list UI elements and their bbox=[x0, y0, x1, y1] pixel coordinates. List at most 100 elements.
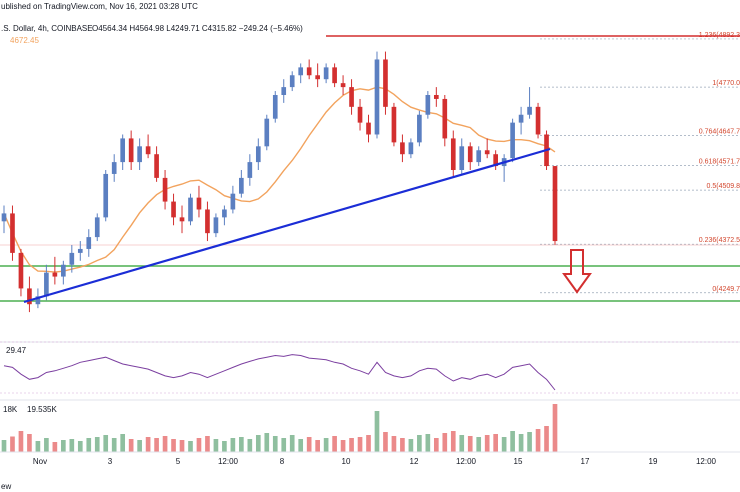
volume-label-b: 19.535K bbox=[27, 405, 57, 414]
x-tick-label: 19 bbox=[649, 457, 658, 466]
volume-bar bbox=[357, 437, 363, 452]
x-tick-label: Nov bbox=[33, 457, 47, 466]
x-axis-ticks: Nov 3 5 12:00 8 10 12 12:00 15 17 19 12:00 bbox=[33, 457, 717, 466]
candle-body bbox=[247, 162, 253, 178]
volume-bar bbox=[120, 434, 126, 452]
candle-body bbox=[222, 209, 227, 218]
symbol-label: .S. Dollar, 4h, COINBASE bbox=[1, 24, 93, 33]
candle-body bbox=[264, 118, 270, 147]
volume-bar bbox=[501, 437, 507, 452]
support-resistance-lines[interactable] bbox=[0, 35, 740, 302]
trend-line[interactable] bbox=[23, 147, 551, 304]
candle-body bbox=[323, 67, 329, 80]
rsi-value: 29.47 bbox=[6, 346, 27, 355]
volume-bar bbox=[552, 404, 558, 452]
candle-body bbox=[52, 272, 58, 277]
candle-body bbox=[103, 173, 109, 218]
candle-body bbox=[340, 83, 346, 88]
volume-bar bbox=[27, 434, 32, 452]
candle-body bbox=[484, 150, 490, 155]
volume-bar bbox=[145, 437, 151, 452]
volume-bar bbox=[332, 436, 337, 452]
fib-level-label: 1(4770.0 bbox=[712, 80, 740, 87]
candle-body bbox=[450, 138, 456, 170]
volume-bar bbox=[52, 442, 58, 452]
x-tick-label: 12:00 bbox=[218, 457, 239, 466]
volume-bar bbox=[298, 439, 304, 452]
candle-body bbox=[383, 59, 388, 107]
candle-body bbox=[315, 75, 320, 80]
candle-body bbox=[408, 142, 414, 155]
candle-body bbox=[205, 209, 210, 234]
volume-bar bbox=[137, 440, 142, 452]
volume-bar bbox=[61, 440, 66, 452]
candle-body bbox=[27, 288, 32, 305]
down-arrow-icon bbox=[562, 249, 592, 294]
candle-body bbox=[467, 146, 473, 163]
volume-bar bbox=[154, 438, 159, 452]
volume-bar bbox=[196, 438, 202, 452]
candle-body bbox=[239, 177, 244, 194]
fib-level-label: 0.236(4372.5 bbox=[699, 237, 740, 244]
volume-bar bbox=[442, 433, 448, 452]
volume-bar bbox=[450, 431, 456, 452]
volume-bar bbox=[391, 436, 397, 452]
volume-bar bbox=[247, 439, 253, 452]
candle-body bbox=[349, 87, 354, 107]
volume-bar bbox=[86, 438, 92, 452]
volume-bar bbox=[493, 434, 498, 452]
volume-bar bbox=[281, 438, 287, 452]
volume-bar bbox=[162, 436, 168, 452]
candle-body bbox=[552, 166, 558, 242]
candle-body bbox=[298, 67, 304, 76]
x-tick-label: 10 bbox=[342, 457, 351, 466]
candle-body bbox=[433, 95, 439, 99]
volume-bar bbox=[476, 437, 482, 452]
candle-body bbox=[188, 197, 193, 222]
volume-bar bbox=[94, 437, 100, 452]
candle-body bbox=[77, 248, 83, 253]
volume-bar bbox=[306, 437, 312, 452]
candle-body bbox=[137, 146, 142, 163]
candle-body bbox=[145, 146, 151, 155]
volume-bar bbox=[535, 429, 541, 452]
candle-body bbox=[171, 201, 176, 218]
candle-body bbox=[476, 150, 482, 163]
volume-bar bbox=[205, 436, 210, 452]
volume-bar bbox=[222, 441, 227, 452]
volume-bar bbox=[188, 441, 193, 452]
volume-bar bbox=[340, 440, 346, 452]
volume-bar bbox=[264, 433, 270, 452]
candlestick-series bbox=[1, 51, 558, 313]
candle-body bbox=[357, 106, 363, 123]
ohlc-values: O4564.34 H4564.98 L4249.71 C4315.82 −249… bbox=[92, 24, 303, 33]
candle-body bbox=[272, 95, 278, 119]
volume-bar bbox=[527, 432, 532, 452]
rsi-line bbox=[3, 354, 556, 391]
x-tick-label: 12:00 bbox=[456, 457, 477, 466]
candle-body bbox=[111, 162, 117, 174]
candle-body bbox=[179, 217, 185, 222]
candle-body bbox=[459, 146, 465, 170]
candle-body bbox=[400, 142, 405, 155]
candle-body bbox=[417, 114, 422, 143]
volume-bar bbox=[366, 435, 371, 452]
candle-body bbox=[230, 193, 236, 210]
candle-body bbox=[86, 237, 92, 249]
candle-body bbox=[213, 217, 219, 234]
candle-body bbox=[10, 213, 15, 253]
candle-body bbox=[94, 217, 100, 238]
candle-body bbox=[332, 67, 337, 84]
candle-body bbox=[44, 272, 49, 297]
volume-bar bbox=[433, 438, 439, 452]
candle-body bbox=[510, 122, 515, 159]
candle-body bbox=[120, 138, 126, 163]
volume-bar bbox=[69, 439, 75, 452]
volume-bar bbox=[255, 435, 261, 452]
volume-bar bbox=[230, 438, 236, 452]
volume-bar bbox=[349, 438, 354, 452]
volume-bar bbox=[239, 437, 244, 452]
candle-body bbox=[306, 67, 312, 76]
volume-bar bbox=[128, 439, 134, 452]
